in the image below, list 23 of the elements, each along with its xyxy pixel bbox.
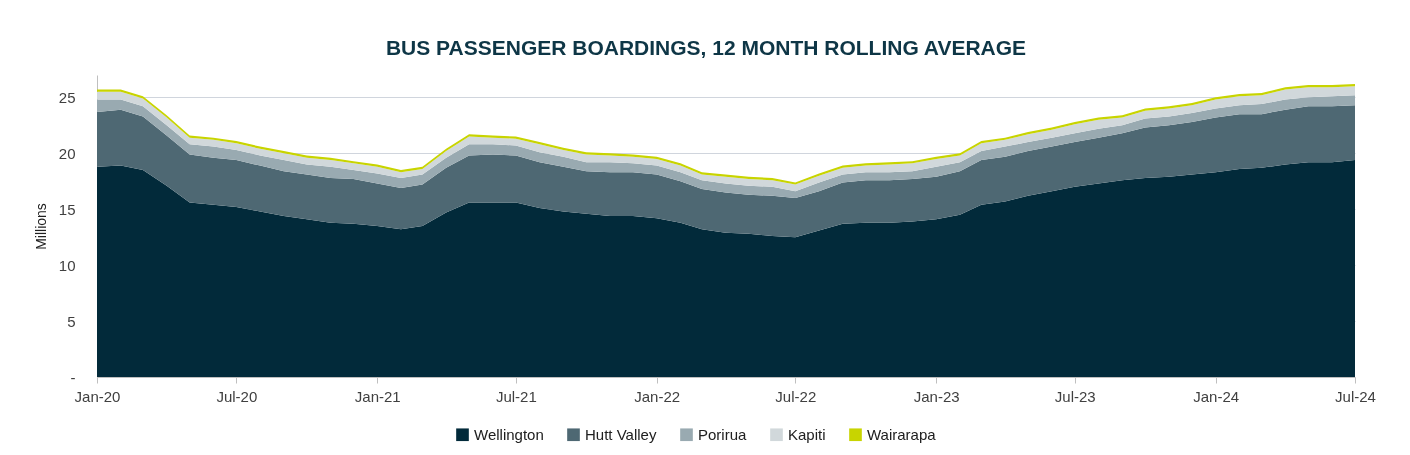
- legend-label: Porirua: [698, 425, 748, 443]
- x-tick-label: Jul-24: [1335, 387, 1376, 405]
- x-tick-label: Jan-22: [634, 387, 681, 405]
- x-tick-label: Jul-22: [775, 387, 817, 405]
- x-tick-label: Jan-23: [913, 387, 960, 405]
- legend-label: Wellington: [474, 425, 544, 443]
- y-tick-label: 25: [58, 88, 76, 106]
- y-axis-title: Millions: [32, 203, 49, 250]
- x-tick-label: Jan-20: [74, 387, 121, 405]
- x-tick-label: Jan-21: [354, 387, 401, 405]
- y-tick-label: 15: [58, 200, 76, 218]
- y-tick-label: 5: [67, 312, 76, 330]
- x-tick-label: Jul-23: [1054, 387, 1096, 405]
- x-tick-label: Jan-24: [1193, 387, 1240, 405]
- y-tick-label: -: [70, 368, 76, 386]
- legend-label: Hutt Valley: [585, 425, 657, 443]
- legend-label: Wairarapa: [867, 425, 937, 443]
- x-tick-label: Jul-20: [216, 387, 258, 405]
- x-tick-label: Jul-21: [495, 387, 537, 405]
- y-tick-label: 20: [58, 144, 76, 162]
- legend-label: Kapiti: [788, 425, 826, 443]
- y-tick-label: 10: [58, 256, 76, 274]
- chart-title: BUS PASSENGER BOARDINGS, 12 MONTH ROLLING AVERAGE: [385, 36, 1027, 59]
